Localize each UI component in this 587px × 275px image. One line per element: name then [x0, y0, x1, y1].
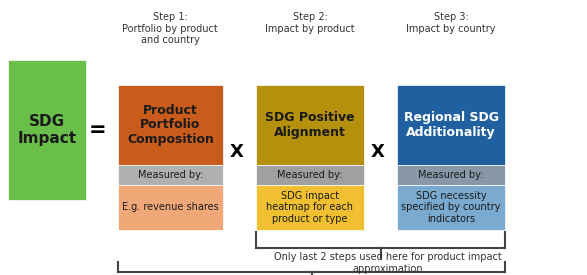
Bar — [256, 185, 364, 230]
Bar — [397, 185, 505, 230]
Text: X: X — [371, 143, 385, 161]
Text: SDG Positive
Alignment: SDG Positive Alignment — [265, 111, 355, 139]
Text: Step 1:
Portfolio by product
and country: Step 1: Portfolio by product and country — [122, 12, 218, 45]
Bar — [8, 60, 86, 200]
Bar — [397, 85, 505, 165]
Text: SDG necessity
specified by country
indicators: SDG necessity specified by country indic… — [402, 191, 501, 224]
Text: Measured by:: Measured by: — [138, 170, 203, 180]
Bar — [397, 165, 505, 185]
Bar — [256, 85, 364, 165]
Text: Only last 2 steps used here for product impact
approximation: Only last 2 steps used here for product … — [274, 252, 502, 274]
Text: Step 2:
Impact by product: Step 2: Impact by product — [265, 12, 355, 34]
Text: X: X — [230, 143, 244, 161]
Bar — [118, 85, 223, 165]
Bar — [118, 165, 223, 185]
Text: Step 3:
Impact by country: Step 3: Impact by country — [406, 12, 496, 34]
Bar — [118, 185, 223, 230]
Text: SDG
Impact: SDG Impact — [18, 114, 76, 146]
Text: SDG impact
heatmap for each
product or type: SDG impact heatmap for each product or t… — [266, 191, 353, 224]
Text: E.g. revenue shares: E.g. revenue shares — [122, 202, 219, 213]
Text: Measured by:: Measured by: — [419, 170, 484, 180]
Text: Regional SDG
Additionality: Regional SDG Additionality — [403, 111, 498, 139]
Text: Product
Portfolio
Composition: Product Portfolio Composition — [127, 103, 214, 147]
Bar — [256, 165, 364, 185]
Text: Measured by:: Measured by: — [277, 170, 343, 180]
Text: =: = — [89, 120, 107, 140]
